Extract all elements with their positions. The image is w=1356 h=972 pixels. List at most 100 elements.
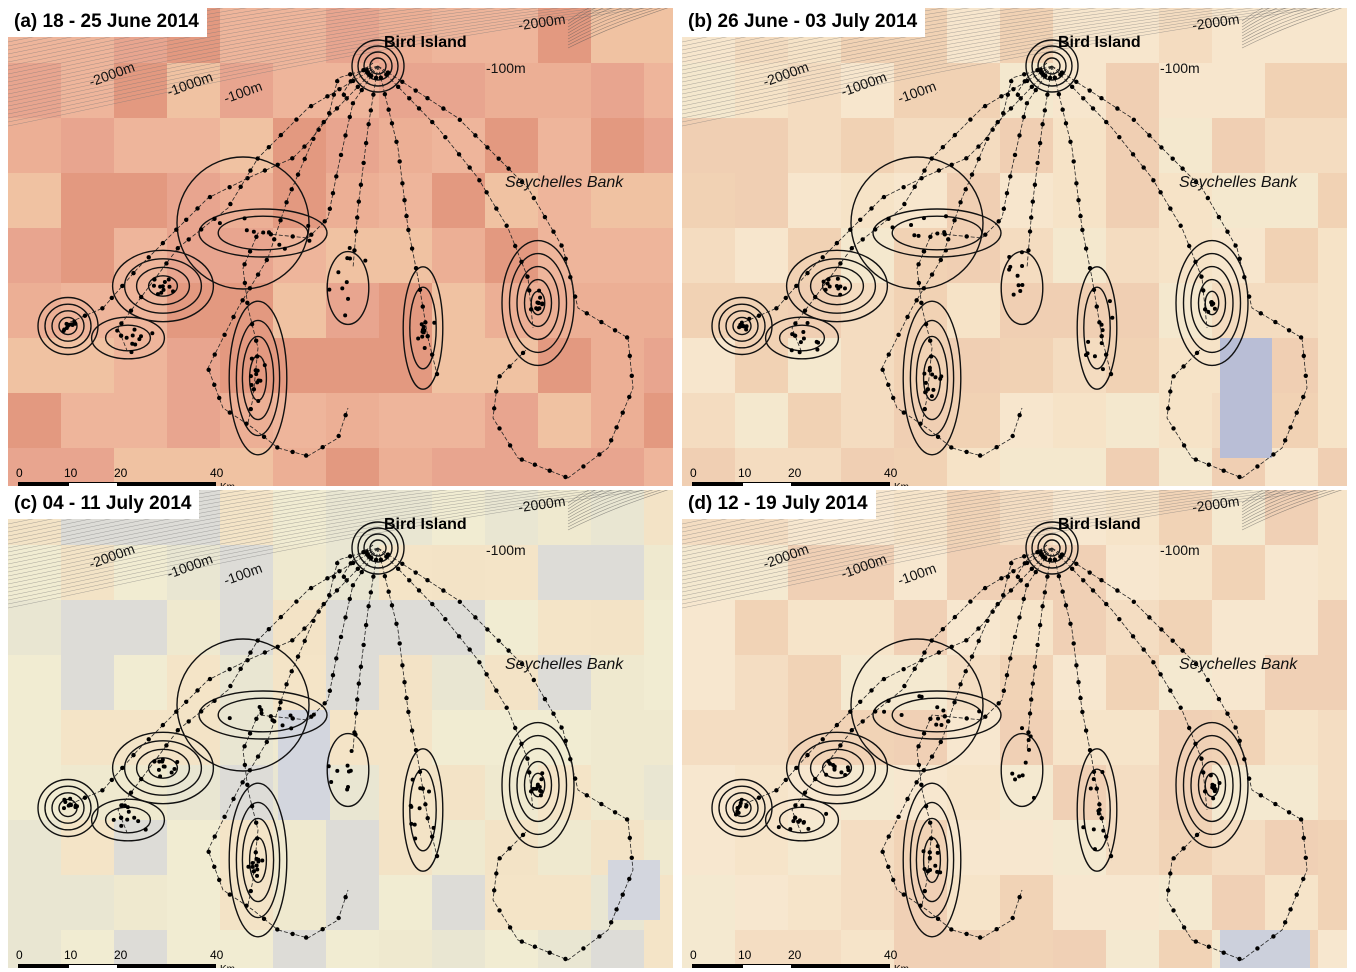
location-point	[288, 713, 293, 718]
location-point	[928, 354, 934, 359]
location-point	[395, 566, 401, 572]
location-point	[737, 325, 742, 330]
sst-cell	[1159, 655, 1212, 710]
scale-unit: Km	[220, 964, 235, 968]
sst-cell	[1000, 8, 1053, 63]
sst-cell	[1053, 118, 1106, 173]
location-point	[302, 156, 307, 162]
location-point	[1032, 664, 1038, 669]
sst-cell	[841, 820, 894, 875]
location-point	[349, 749, 354, 754]
location-point	[254, 354, 260, 359]
kernel-contour	[402, 748, 444, 872]
location-point	[353, 732, 358, 737]
bathymetry-contour	[682, 490, 1254, 593]
location-point	[343, 133, 348, 138]
location-point	[1035, 550, 1040, 555]
location-point	[266, 626, 272, 632]
location-point	[519, 939, 525, 944]
kernel-contour	[123, 740, 203, 796]
sst-cell	[682, 228, 735, 283]
location-point	[1159, 627, 1164, 632]
location-point	[813, 294, 818, 300]
sst-cell	[644, 765, 673, 820]
location-point	[1076, 679, 1081, 685]
bathymetry-contour	[8, 8, 373, 75]
sst-cell	[1212, 545, 1265, 600]
location-point	[1018, 578, 1023, 583]
scale-unit: Km	[894, 482, 909, 486]
scale-bar: 0 10 20 40 Km	[14, 466, 235, 486]
location-point	[921, 216, 926, 221]
sst-cell	[8, 875, 61, 930]
location-point	[927, 850, 932, 855]
location-point	[497, 908, 502, 913]
location-point	[425, 333, 430, 339]
bathymetry-contour	[8, 8, 398, 79]
sst-cell	[1000, 600, 1053, 655]
location-point	[1242, 757, 1247, 762]
bathymetry-contour	[8, 490, 561, 589]
location-point	[1288, 907, 1293, 912]
location-point	[542, 214, 548, 220]
location-point	[512, 725, 518, 731]
kernel-contour	[409, 768, 437, 852]
location-point	[990, 127, 995, 132]
location-point	[268, 714, 274, 719]
location-point	[935, 434, 941, 440]
location-point	[860, 719, 865, 724]
sst-cell	[1000, 173, 1053, 228]
island-kernel-contour	[1025, 39, 1079, 93]
kernel-contour	[797, 740, 877, 796]
location-point	[400, 561, 405, 567]
location-point	[400, 79, 405, 85]
bathymetry-contour	[682, 8, 946, 59]
location-point	[416, 336, 421, 341]
location-point	[1216, 696, 1222, 702]
location-point	[1303, 373, 1308, 378]
map-svg	[682, 8, 1347, 486]
location-point	[368, 108, 374, 113]
kernel-contour	[235, 319, 281, 437]
sst-cell	[61, 600, 114, 655]
kernel-contour	[501, 239, 575, 367]
kernel-contour	[58, 316, 78, 336]
sst-cell	[485, 545, 538, 600]
location-point	[1060, 589, 1065, 594]
location-point	[520, 832, 526, 838]
location-point	[860, 237, 865, 242]
sst-cell	[841, 448, 894, 486]
location-point	[532, 462, 538, 467]
foraging-track	[741, 65, 1053, 324]
depth-label-100m: -100m	[486, 542, 526, 558]
location-point	[497, 426, 502, 431]
sst-cell	[735, 338, 788, 393]
location-point	[537, 306, 542, 311]
location-point	[886, 352, 891, 357]
sst-cell	[61, 393, 114, 448]
sst-cell	[788, 930, 841, 968]
location-point	[1199, 274, 1204, 279]
location-point	[1080, 709, 1085, 715]
location-point	[581, 946, 586, 951]
sst-cell	[1159, 545, 1212, 600]
sst-cell	[167, 820, 220, 875]
location-point	[1168, 688, 1173, 693]
location-point	[525, 274, 530, 279]
location-point	[800, 803, 805, 808]
bathymetry-contour	[682, 8, 1214, 103]
location-point	[756, 795, 762, 800]
location-point	[1212, 306, 1217, 311]
bathymetry-contour	[8, 8, 423, 83]
location-point	[407, 578, 412, 583]
sst-cell	[841, 710, 894, 765]
location-point	[407, 96, 412, 101]
location-point	[801, 820, 806, 825]
sst-cell	[1106, 63, 1159, 118]
sst-cell	[1106, 765, 1159, 820]
location-point	[943, 248, 948, 253]
location-point	[872, 709, 878, 714]
sst-cell	[1212, 283, 1265, 338]
location-point	[1301, 353, 1306, 359]
location-point	[1103, 352, 1109, 357]
